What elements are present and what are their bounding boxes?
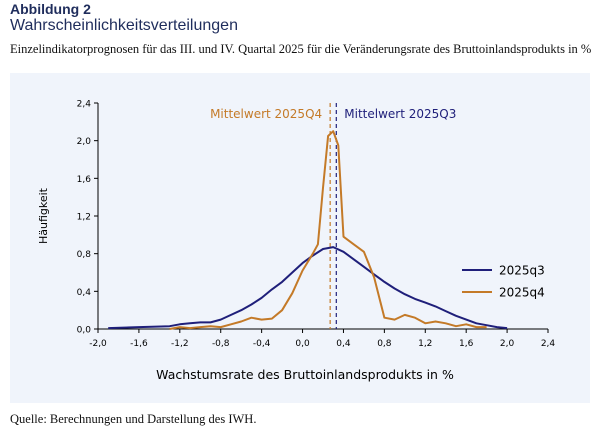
- x-tick-label: 2,0: [500, 339, 515, 349]
- y-tick-label: 0,4: [77, 288, 92, 298]
- legend-label: 2025q4: [499, 286, 545, 300]
- x-tick-label: -1,6: [130, 339, 148, 349]
- x-tick-label: -1,2: [171, 339, 189, 349]
- x-tick-label: 0,0: [295, 339, 310, 349]
- mean-label: Mittelwert 2025Q4: [210, 107, 322, 121]
- series-line-2025q4: [169, 130, 487, 330]
- x-tick-label: -0,4: [253, 339, 271, 349]
- y-tick-label: 0,0: [77, 326, 92, 336]
- x-tick-label: -0,8: [212, 339, 230, 349]
- y-tick-label: 2,4: [77, 100, 92, 110]
- mean-label: Mittelwert 2025Q3: [344, 107, 456, 121]
- legend-label: 2025q3: [499, 264, 545, 278]
- y-axis-title: Häufigkeit: [37, 187, 50, 244]
- x-tick-label: 0,4: [336, 339, 351, 349]
- x-tick-label: 2,4: [541, 339, 556, 349]
- x-axis-title: Wachstumsrate des Bruttoinlandsprodukts …: [156, 367, 454, 382]
- figure-label: Abbildung 2: [10, 1, 91, 17]
- y-tick-label: 1,6: [77, 175, 92, 185]
- x-tick-label: 1,2: [418, 339, 432, 349]
- source-note: Quelle: Berechnungen und Darstellung des…: [10, 412, 257, 426]
- y-tick-label: 2,0: [77, 137, 92, 147]
- figure-subtitle: Einzelindikatorprognosen für das III. un…: [10, 42, 592, 56]
- y-tick-label: 0,8: [77, 250, 92, 260]
- x-tick-label: 0,8: [377, 339, 392, 349]
- figure-title: Wahrscheinlichkeitsverteilungen: [10, 17, 238, 34]
- x-tick-label: 1,6: [459, 339, 474, 349]
- y-tick-label: 1,2: [77, 213, 91, 223]
- series-line-2025q3: [108, 246, 508, 330]
- chart-panel: 0,0 0,4 0,8 1,2 1,6 2,0 2,4 -2,0 -1,6 -1,2 -0,8 -0,…: [10, 73, 590, 403]
- distribution-chart: 0,0 0,4 0,8 1,2 1,6 2,0 2,4 -2,0 -1,6 -1,2 -0,8 -0,…: [37, 100, 556, 383]
- x-tick-label: -2,0: [89, 339, 107, 349]
